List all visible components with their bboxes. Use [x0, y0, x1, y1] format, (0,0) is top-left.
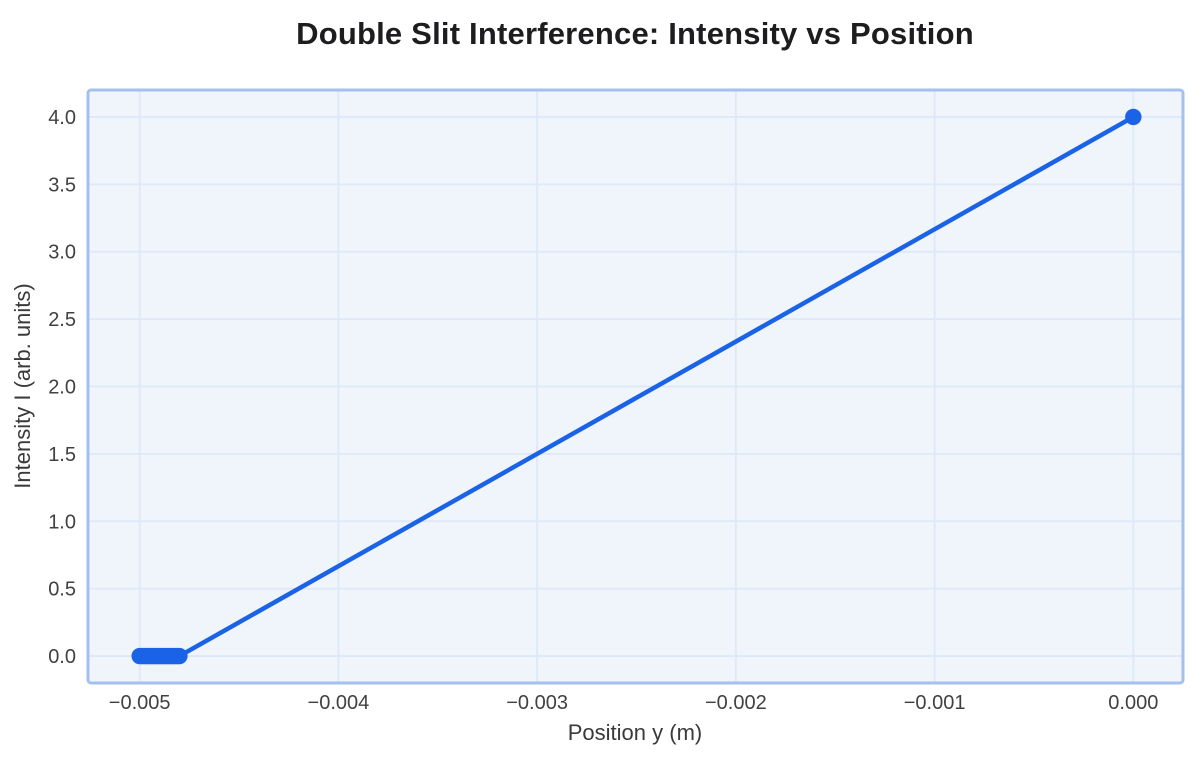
y-tick-label: 4.0 [48, 107, 76, 129]
x-axis-label: Position y (m) [568, 720, 702, 745]
plot-border [86, 88, 1185, 685]
x-tick-label: −0.001 [904, 692, 966, 714]
y-tick-label: 1.0 [48, 511, 76, 533]
x-tick-label: −0.004 [308, 692, 370, 714]
data-series [131, 108, 1142, 665]
y-tick-labels: 0.0 0.5 1.0 1.5 2.0 2.5 3.0 3.5 4.0 [48, 107, 76, 668]
x-tick-labels: −0.005 −0.004 −0.003 −0.002 −0.001 0.000 [109, 692, 1159, 714]
gridlines [88, 90, 1183, 683]
y-tick-label: 0.0 [48, 646, 76, 668]
x-tick-label: −0.003 [506, 692, 568, 714]
data-point [1125, 108, 1142, 126]
y-tick-label: 3.5 [48, 174, 76, 196]
x-tick-label: 0.000 [1108, 692, 1158, 714]
y-axis-label: Intensity I (arb. units) [10, 283, 35, 488]
x-tick-label: −0.002 [705, 692, 767, 714]
y-tick-label: 2.5 [48, 309, 76, 331]
chart-title: Double Slit Interference: Intensity vs P… [296, 16, 974, 51]
y-tick-label: 0.5 [48, 579, 76, 601]
y-tick-label: 1.5 [48, 444, 76, 466]
y-tick-label: 2.0 [48, 377, 76, 399]
data-point [171, 647, 188, 665]
y-tick-label: 3.0 [48, 242, 76, 264]
x-tick-label: −0.005 [109, 692, 171, 714]
